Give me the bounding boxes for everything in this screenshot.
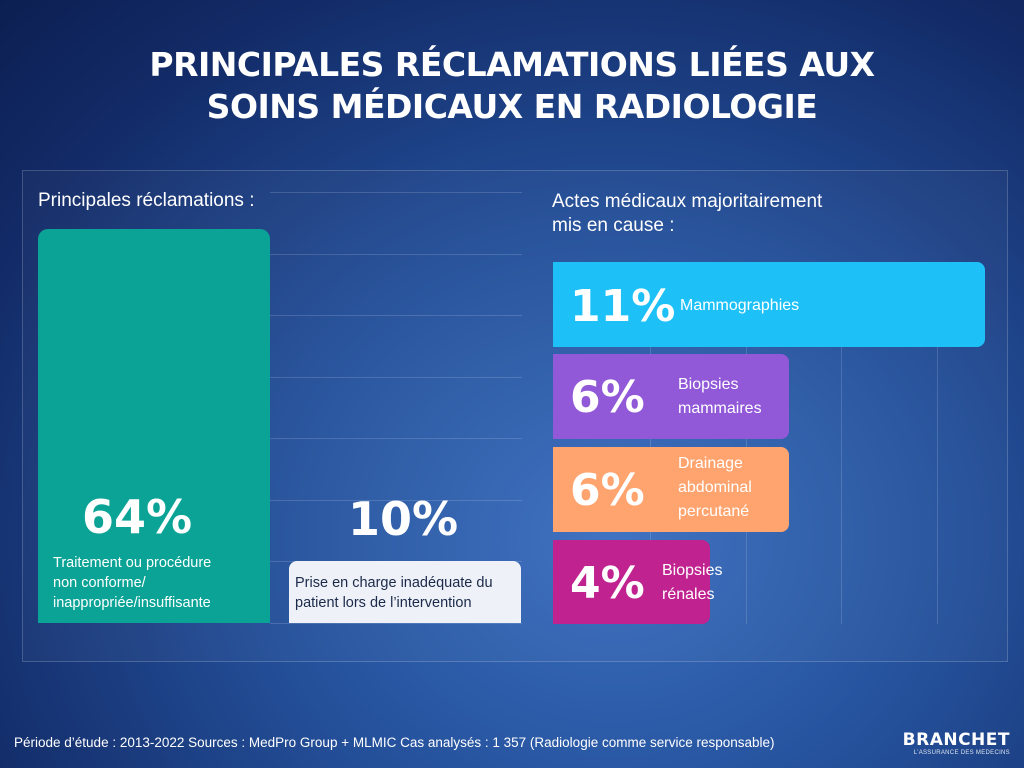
right-grid-line — [650, 262, 651, 624]
right-bar-category-label-line: Drainage — [678, 455, 743, 472]
left-bar-category-label-line: non conforme/ — [53, 575, 146, 591]
chart-panel — [22, 170, 1008, 662]
page-title: PRINCIPALES RÉCLAMATIONS LIÉES AUX SOINS… — [0, 44, 1024, 128]
left-grid-line — [270, 253, 522, 255]
right-bar-category-label-line: Biopsies — [678, 376, 739, 393]
right-bar-category-label: Mammographies — [680, 294, 799, 318]
right-bar-category-label-line: Mammographies — [680, 297, 800, 314]
brand-logo: BRANCHET L’ASSURANCE DES MÉDECINS — [900, 730, 1010, 756]
title-line-1: PRINCIPALES RÉCLAMATIONS LIÉES AUX — [149, 45, 875, 84]
left-bar-category-label-line: Traitement ou procédure — [53, 555, 212, 571]
right-bar-category-label-line: abdominal — [678, 479, 752, 496]
right-bar-category-label-line: Biopsies — [662, 562, 723, 579]
title-line-2: SOINS MÉDICAUX EN RADIOLOGIE — [206, 87, 818, 126]
left-grid-line — [270, 376, 522, 378]
left-grid-line — [270, 499, 522, 501]
right-bar-category-label: Biopsies mammaires — [678, 373, 762, 421]
left-bar — [289, 561, 521, 623]
right-bar — [553, 447, 789, 532]
right-bar-value-label: 6% — [570, 465, 645, 516]
right-bar-category-label: Biopsies rénales — [662, 559, 722, 607]
left-grid-line — [270, 192, 522, 193]
left-section-label: Principales réclamations : — [38, 190, 255, 211]
left-grid-line — [270, 315, 522, 316]
left-bar-category-label-line: patient lors de l’intervention — [295, 595, 472, 611]
right-bar — [553, 354, 789, 439]
brand-name: BRANCHET — [902, 730, 1010, 750]
left-grid-line — [270, 438, 522, 439]
right-bar-category-label-line: mammaires — [678, 400, 762, 417]
right-section-label-line-1: Actes médicaux majoritairement — [552, 191, 823, 212]
right-grid-line — [746, 262, 747, 624]
left-bar — [38, 229, 270, 623]
brand-tagline: L’ASSURANCE DES MÉDECINS — [913, 750, 1010, 756]
right-bar — [553, 262, 985, 347]
right-bar-value-label: 6% — [570, 372, 645, 423]
left-bar-category-label: Prise en charge inadéquate du patient lor… — [295, 573, 493, 613]
right-section-label-line-2: mis en cause : — [552, 215, 675, 236]
right-section-label: Actes médicaux majoritairement mis en ca… — [552, 190, 822, 238]
left-bar-category-label-line: inappropriée/insuffisante — [53, 595, 211, 611]
right-grid-line — [841, 262, 842, 624]
right-bar-category-label-line: rénales — [662, 586, 715, 603]
right-bar-value-label: 11% — [570, 281, 676, 332]
right-bar-value-label: 4% — [570, 558, 645, 609]
right-bar-category-label-line: percutané — [678, 503, 750, 520]
left-bar-value-label: 64% — [82, 490, 193, 544]
right-bar — [553, 540, 711, 624]
left-grid-line — [270, 622, 522, 624]
left-bar-category-label-line: Prise en charge inadéquate du — [295, 575, 493, 591]
left-bar-category-label: Traitement ou procédure non conforme/inap… — [53, 553, 211, 613]
right-grid-line — [937, 262, 938, 624]
left-bar-value-label: 10% — [348, 492, 459, 546]
footer-source: Période d’étude : 2013-2022 Sources : Me… — [14, 735, 775, 750]
right-bar-category-label: Drainage abdominal percutané — [678, 452, 752, 524]
